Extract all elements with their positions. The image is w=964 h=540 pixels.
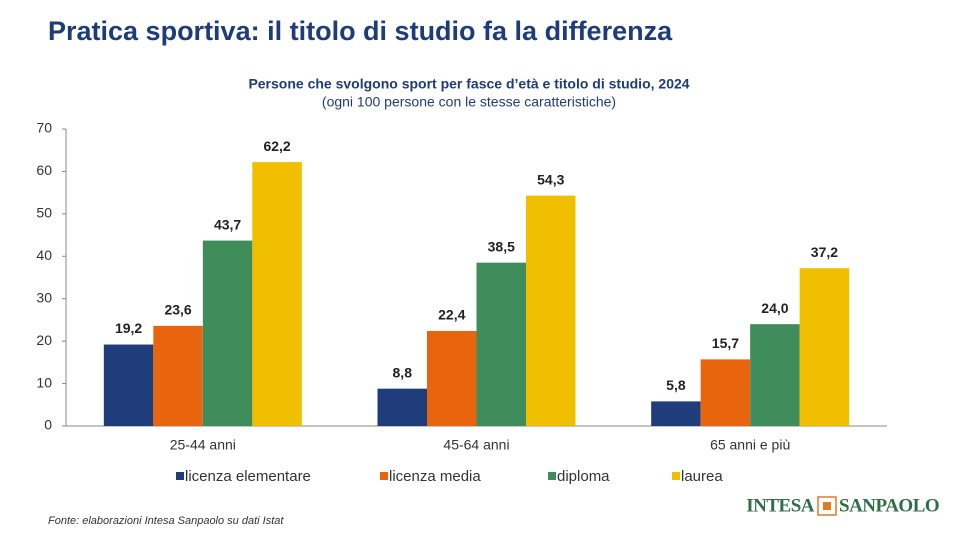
bar: [476, 262, 526, 426]
legend-label: licenza elementare: [185, 468, 311, 485]
legend-swatch: [176, 472, 184, 480]
value-label: 8,8: [393, 364, 413, 380]
bar: [153, 325, 203, 426]
y-tick-label: 40: [36, 247, 52, 263]
y-tick-label: 20: [36, 332, 52, 348]
value-label: 37,2: [811, 244, 838, 260]
bar: [799, 268, 850, 426]
bar: [750, 324, 800, 426]
legend-label: licenza media: [389, 468, 481, 485]
value-label: 15,7: [712, 335, 739, 351]
value-label: 43,7: [214, 216, 241, 232]
chart-title: Persone che svolgono sport per fasce d’e…: [248, 76, 689, 92]
legend-label: laurea: [681, 468, 723, 485]
legend-swatch: [672, 472, 680, 480]
bar: [427, 330, 477, 426]
logo: INTESA SANPAOLO: [746, 495, 939, 516]
y-tick-label: 10: [36, 374, 52, 390]
value-label: 38,5: [488, 238, 515, 254]
value-label: 24,0: [761, 300, 788, 316]
value-label: 54,3: [537, 171, 564, 187]
value-label: 19,2: [115, 320, 142, 336]
slide-title: Pratica sportiva: il titolo di studio fa…: [48, 16, 673, 46]
bar: [651, 401, 701, 426]
bar: [526, 195, 576, 426]
legend-swatch: [380, 472, 388, 480]
bar: [103, 344, 154, 426]
x-tick-label: 45-64 anni: [443, 437, 509, 453]
bar: [252, 162, 302, 426]
logo-icon: [823, 502, 831, 510]
y-tick-label: 70: [36, 120, 52, 136]
logo-icon: [817, 496, 837, 516]
bar: [202, 240, 253, 426]
value-label: 62,2: [263, 138, 290, 154]
legend-swatch: [548, 472, 556, 480]
x-tick-label: 65 anni e più: [710, 437, 790, 453]
y-tick-label: 50: [36, 205, 52, 221]
legend-label: diploma: [557, 468, 610, 485]
source-note: Fonte: elaborazioni Intesa Sanpaolo su d…: [48, 515, 284, 527]
y-tick-label: 60: [36, 162, 52, 178]
value-label: 5,8: [666, 377, 686, 393]
x-tick-label: 25-44 anni: [170, 437, 236, 453]
value-label: 23,6: [164, 302, 191, 318]
logo-text: INTESA: [746, 495, 815, 516]
y-tick-label: 30: [36, 289, 52, 305]
bar: [377, 388, 427, 426]
y-tick-label: 0: [44, 417, 52, 433]
logo-text: SANPAOLO: [839, 495, 939, 516]
bar: [700, 359, 751, 426]
chart-subtitle: (ogni 100 persone con le stesse caratter…: [322, 94, 616, 110]
value-label: 22,4: [438, 307, 465, 323]
